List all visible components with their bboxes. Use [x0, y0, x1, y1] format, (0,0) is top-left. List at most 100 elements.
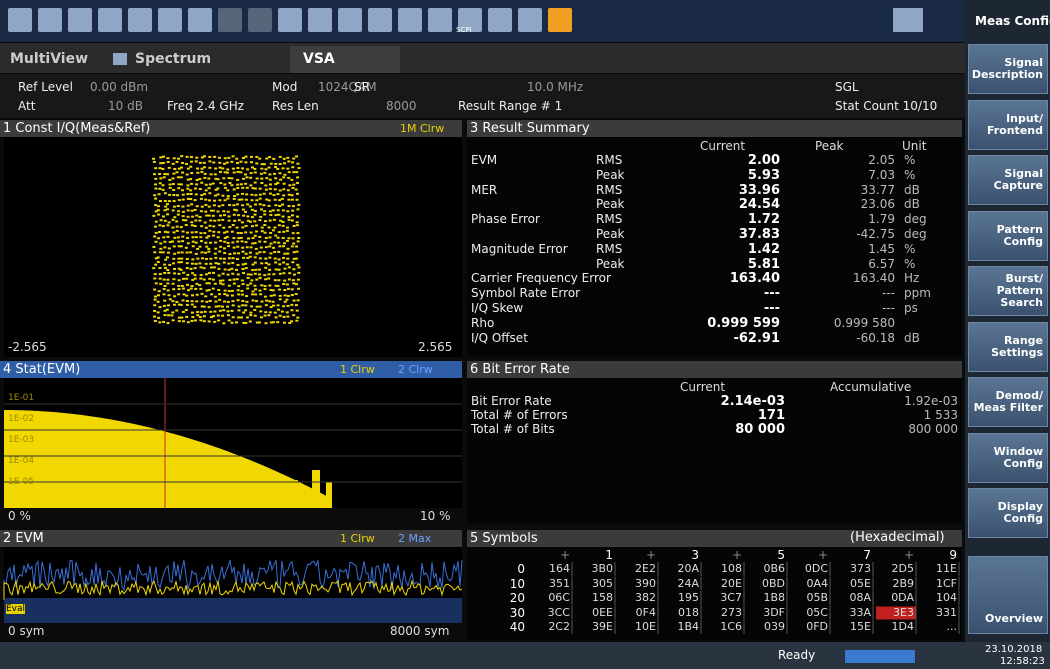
const-point [180, 251, 184, 254]
const-point [168, 178, 172, 181]
const-point [218, 224, 222, 227]
const-point [194, 193, 198, 196]
const-point [290, 288, 294, 291]
const-point [167, 247, 171, 250]
const-point [165, 308, 169, 311]
const-point [241, 192, 245, 195]
symbol-value: 10E [635, 620, 656, 633]
sidebar-button[interactable]: Display Config [968, 488, 1048, 538]
const-point [271, 209, 275, 212]
const-point [211, 278, 215, 281]
const-point [189, 178, 193, 181]
row-label: Phase Error [471, 212, 540, 227]
const-point [199, 287, 203, 290]
const-point [248, 320, 252, 323]
const-point [245, 193, 249, 196]
const-point [166, 161, 170, 164]
axis-label: 0 sym [8, 624, 45, 638]
unit: Hz [904, 271, 920, 286]
symbol-value: 2D5 [891, 562, 914, 575]
const-point [175, 171, 179, 174]
const-point [226, 189, 230, 192]
const-point [166, 208, 170, 211]
const-point [168, 183, 172, 186]
const-point [190, 203, 194, 206]
sidebar-button[interactable]: Signal Capture [968, 155, 1048, 205]
const-point [260, 167, 264, 170]
axis-label: 2.565 [418, 340, 453, 354]
const-point [207, 272, 211, 275]
info-text: Att [18, 99, 36, 113]
const-point [186, 215, 190, 218]
const-point [260, 284, 264, 287]
overview-button[interactable]: Overview [968, 556, 1048, 634]
const-point [208, 299, 212, 302]
const-point [276, 304, 280, 307]
column-header: 3 [691, 548, 699, 562]
const-point [267, 314, 271, 317]
const-point [152, 160, 156, 163]
const-point [227, 290, 231, 293]
const-point [268, 300, 272, 303]
const-point [175, 229, 179, 232]
const-point [226, 273, 230, 276]
const-point [230, 160, 234, 163]
const-point [253, 314, 257, 317]
column-header: + [731, 548, 742, 562]
const-point [211, 214, 215, 217]
sidebar-button[interactable]: Range Settings [968, 321, 1048, 372]
row-label: Magnitude Error [471, 241, 568, 256]
const-point [194, 160, 198, 163]
peak-value: 0.999 580 [833, 315, 895, 330]
const-point [221, 194, 225, 197]
const-point [274, 162, 278, 165]
const-point [213, 320, 217, 323]
const-point [181, 240, 185, 243]
const-point [154, 177, 158, 180]
column-header: + [903, 548, 914, 562]
const-point [161, 215, 165, 218]
const-point [235, 268, 239, 271]
toolbar-icon [518, 8, 542, 32]
sidebar-button[interactable]: Window Config [968, 432, 1048, 483]
const-point [163, 285, 167, 288]
const-point [241, 250, 245, 253]
toolbar-icon [278, 8, 302, 32]
sidebar-button[interactable]: Pattern Config [968, 210, 1048, 261]
row-label: 0 [517, 562, 525, 576]
const-point [285, 239, 289, 242]
const-point [236, 178, 240, 181]
const-point [250, 279, 254, 282]
info-text: 1024QAM [318, 80, 377, 94]
symbol-value: 06C [548, 591, 570, 604]
sidebar-button[interactable]: Input/ Frontend [968, 99, 1048, 150]
const-point [175, 160, 179, 163]
const-point [282, 305, 286, 308]
sidebar-button[interactable]: Signal Description [968, 44, 1048, 94]
const-point [172, 205, 176, 208]
const-point [286, 156, 290, 159]
evm-floor [4, 598, 462, 623]
const-point [167, 221, 171, 224]
const-point [253, 167, 257, 170]
const-point [253, 242, 257, 245]
info-text: Res Len [272, 99, 319, 113]
unit: % [904, 167, 916, 182]
const-point [166, 157, 170, 160]
const-point [263, 288, 267, 291]
const-point [202, 315, 206, 318]
const-point [240, 240, 244, 243]
const-point [222, 309, 226, 312]
const-point [186, 197, 190, 200]
const-point [221, 272, 225, 275]
const-point [153, 194, 157, 197]
symbol-value: 20A [677, 562, 699, 575]
sidebar-button[interactable]: Burst/ Pattern Search [968, 266, 1048, 316]
const-point [276, 209, 280, 212]
const-point [295, 198, 299, 201]
const-point [202, 155, 206, 158]
sidebar-button[interactable]: Demod/ Meas Filter [968, 377, 1048, 427]
const-point [249, 172, 253, 175]
const-point [204, 203, 208, 206]
const-point [278, 263, 282, 266]
